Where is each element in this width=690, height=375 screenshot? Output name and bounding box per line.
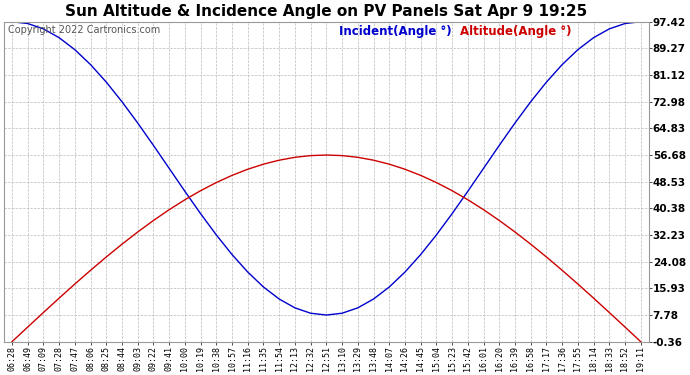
Text: Copyright 2022 Cartronics.com: Copyright 2022 Cartronics.com [8, 26, 160, 36]
Text: Incident(Angle °): Incident(Angle °) [339, 26, 452, 39]
Title: Sun Altitude & Incidence Angle on PV Panels Sat Apr 9 19:25: Sun Altitude & Incidence Angle on PV Pan… [66, 4, 587, 19]
Text: Altitude(Angle °): Altitude(Angle °) [460, 26, 571, 39]
